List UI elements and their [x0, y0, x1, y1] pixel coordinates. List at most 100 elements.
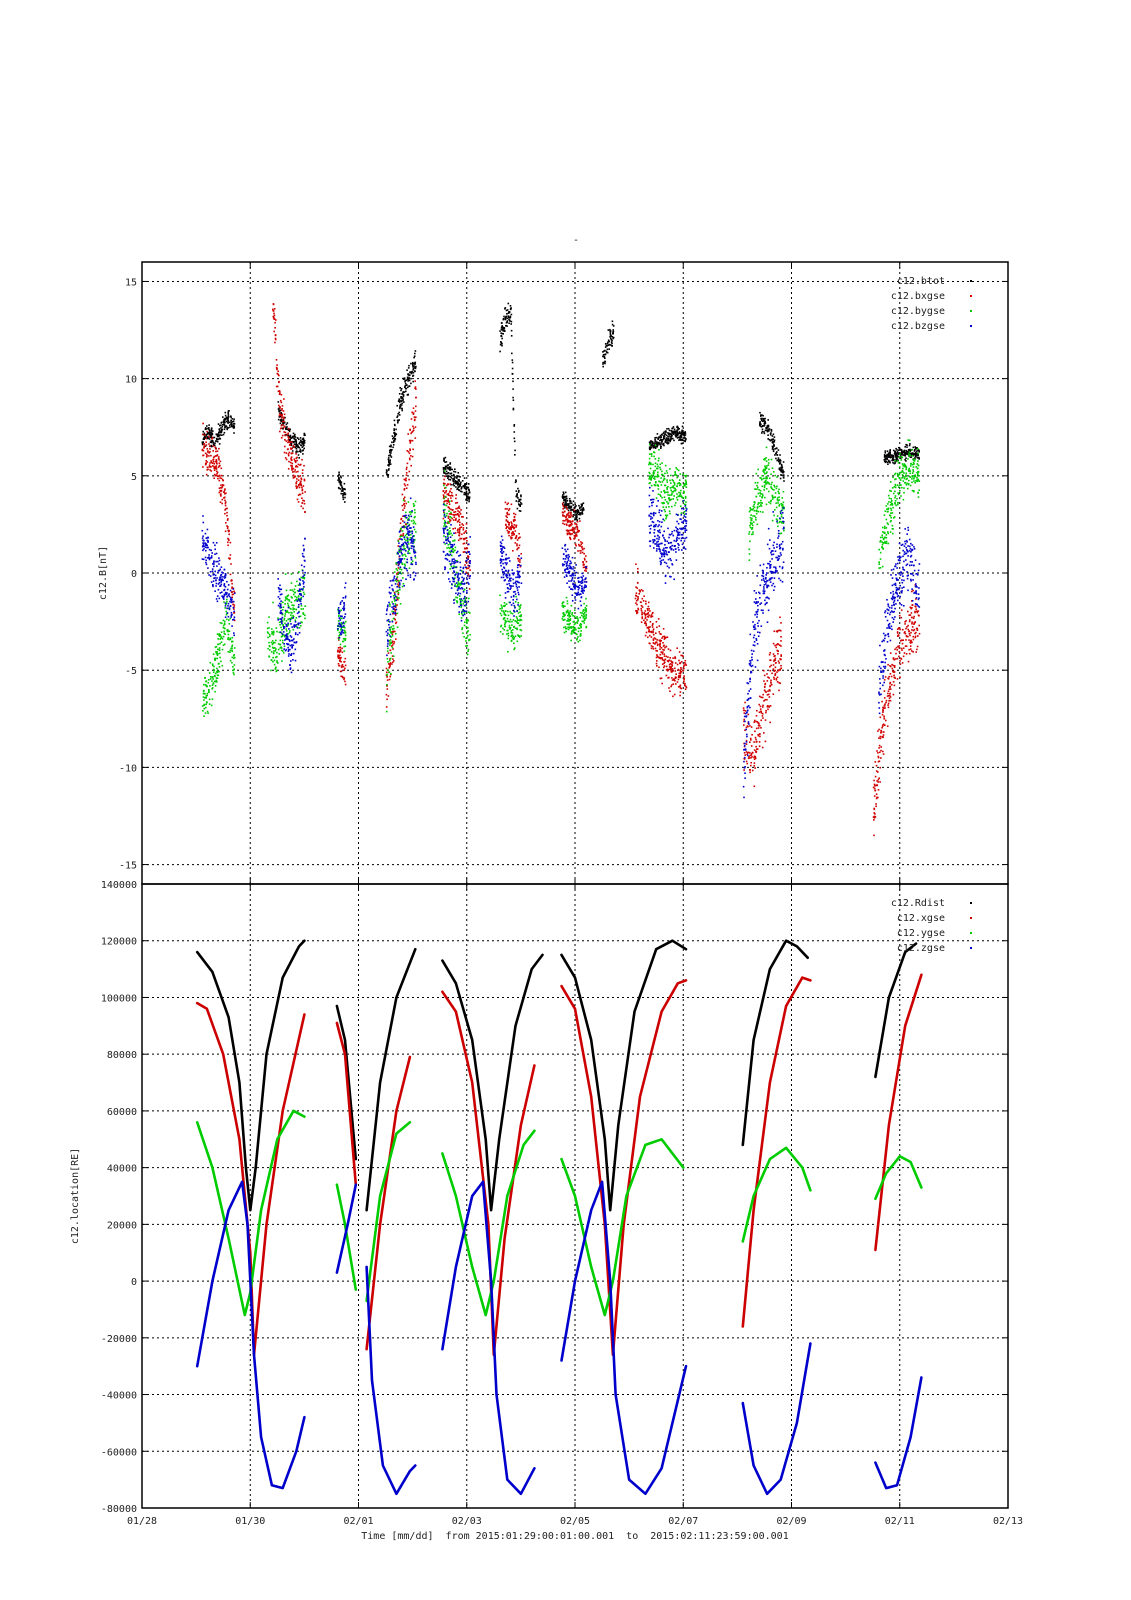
data-point	[680, 431, 683, 433]
data-point	[394, 434, 397, 437]
data-point	[755, 750, 757, 753]
data-point	[876, 784, 878, 786]
data-point	[231, 596, 233, 599]
data-point	[396, 569, 399, 571]
data-point	[777, 457, 780, 459]
data-point	[446, 502, 448, 505]
data-point	[388, 678, 391, 681]
data-point	[911, 621, 913, 623]
data-point	[303, 502, 306, 505]
data-point	[458, 595, 461, 597]
data-point	[658, 443, 660, 445]
data-point	[749, 741, 751, 743]
data-point	[762, 669, 765, 672]
data-point	[568, 497, 571, 500]
data-point	[215, 460, 218, 463]
data-point	[636, 610, 638, 612]
data-point	[413, 419, 416, 422]
data-point	[512, 533, 515, 535]
data-point	[894, 450, 897, 453]
data-point	[297, 470, 299, 473]
data-point	[668, 429, 671, 432]
data-point	[387, 469, 390, 471]
data-point	[459, 483, 462, 485]
data-point	[219, 434, 221, 436]
data-point	[296, 596, 298, 599]
data-point	[882, 709, 884, 712]
data-point	[227, 529, 230, 532]
data-point	[288, 441, 290, 443]
data-point	[683, 667, 685, 670]
data-point	[204, 434, 206, 436]
data-point	[412, 430, 414, 433]
data-point	[575, 524, 578, 526]
data-point	[344, 639, 346, 642]
data-point	[228, 533, 230, 536]
data-point	[580, 630, 582, 632]
data-point	[684, 663, 687, 665]
data-point	[503, 617, 505, 619]
data-point	[206, 461, 209, 463]
data-point	[749, 771, 751, 774]
data-point	[509, 308, 512, 311]
data-point	[758, 722, 760, 725]
data-point	[465, 571, 467, 574]
data-point	[759, 735, 761, 738]
data-point	[344, 630, 346, 633]
data-point	[577, 627, 580, 629]
data-point	[344, 631, 347, 634]
data-point	[579, 624, 581, 627]
data-point	[657, 488, 660, 490]
data-point	[407, 501, 410, 503]
data-point	[297, 450, 299, 453]
data-point	[209, 661, 212, 664]
data-point	[210, 440, 213, 442]
data-point	[758, 745, 761, 747]
data-point	[454, 527, 456, 530]
data-point	[294, 599, 296, 602]
data-point	[446, 512, 448, 515]
data-point	[576, 638, 578, 641]
data-point	[512, 519, 515, 521]
data-point	[398, 538, 401, 540]
data-point	[210, 454, 212, 457]
data-point	[453, 514, 455, 516]
data-point	[290, 582, 293, 584]
data-point	[299, 437, 302, 439]
data-point	[884, 724, 886, 726]
data-point	[770, 458, 773, 461]
data-point	[507, 509, 510, 512]
data-point	[342, 676, 344, 679]
data-point	[610, 337, 612, 340]
data-point	[300, 440, 303, 443]
data-point	[224, 417, 226, 420]
data-point	[753, 758, 756, 760]
data-point	[659, 653, 662, 656]
data-point	[405, 477, 407, 480]
data-point	[343, 678, 345, 681]
data-point	[905, 639, 907, 641]
data-point	[885, 719, 887, 722]
data-point	[448, 518, 451, 521]
data-point	[341, 617, 343, 620]
data-point	[902, 655, 905, 658]
data-point	[765, 710, 767, 712]
data-point	[406, 484, 409, 486]
data-point	[515, 479, 517, 481]
data-point	[504, 610, 507, 612]
data-point	[676, 499, 679, 501]
data-point	[224, 488, 226, 490]
data-point	[273, 650, 275, 652]
data-point	[210, 433, 213, 436]
data-point	[887, 459, 890, 462]
data-point	[443, 500, 446, 502]
data-point	[882, 725, 884, 727]
data-point	[647, 636, 649, 639]
data-point	[406, 369, 408, 371]
data-point	[461, 533, 463, 536]
data-point	[884, 450, 887, 452]
data-point	[282, 601, 284, 604]
data-point	[778, 644, 781, 646]
data-point	[763, 489, 765, 491]
